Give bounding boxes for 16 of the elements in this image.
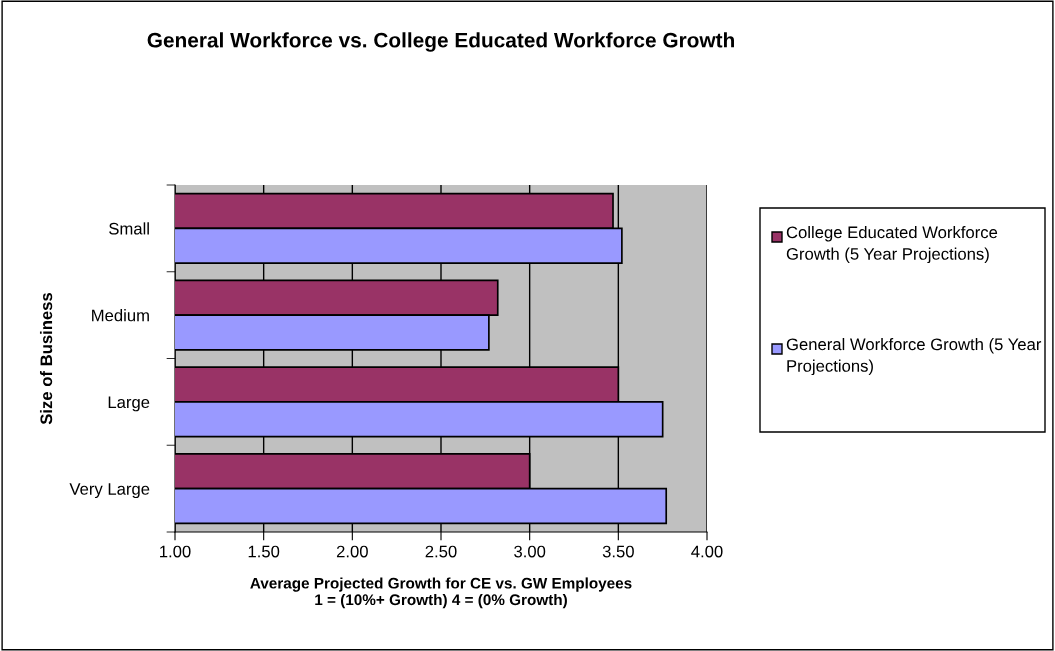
y-tick-label: Large	[108, 396, 150, 412]
x-tick-label: 4.00	[691, 545, 723, 558]
y-tick-label: Very Large	[69, 483, 150, 499]
x-tick-label: 2.50	[425, 545, 457, 558]
x-tick-label: 1.50	[248, 545, 280, 558]
y-tick-label: Small	[109, 222, 149, 235]
chart-title: General Workforce vs. College Educated Workforce Growth	[147, 32, 734, 52]
y-axis-title: Size of Business	[39, 292, 53, 425]
x-tick-label: 1.00	[160, 545, 191, 558]
x-axis-title: Average Projected Growth for CE vs. GW Employees 1 = (10%+ Growth) 4 = (0% Growth)	[250, 577, 632, 609]
x-tick-label: 3.00	[514, 545, 546, 558]
x-tick-label: 3.50	[602, 545, 634, 558]
legend-label: General Workforce Growth (5 Year Projections)	[786, 338, 1042, 376]
y-tick-label: Medium	[92, 309, 149, 322]
legend-label: College Educated Workforce Growth (5 Year Projections)	[786, 226, 998, 264]
x-tick-label: 2.00	[336, 545, 368, 558]
